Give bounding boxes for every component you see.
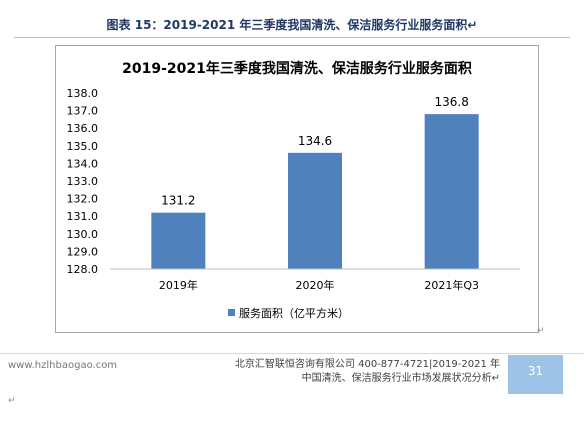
y-tick-label: 137.0 <box>67 105 99 118</box>
chart-title: 2019-2021年三季度我国清洗、保洁服务行业服务面积 <box>122 61 472 77</box>
data-label: 136.8 <box>434 95 468 109</box>
bar <box>151 212 206 269</box>
footer-rule <box>0 353 584 354</box>
paragraph-mark: ↵ <box>537 326 545 336</box>
bars <box>151 114 479 270</box>
y-tick-label: 128.0 <box>67 263 99 276</box>
bar <box>288 152 342 269</box>
x-tick-label: 2019年 <box>159 278 198 292</box>
y-tick-label: 138.0 <box>67 87 99 100</box>
x-tick-label: 2020年 <box>296 278 335 292</box>
data-label: 134.6 <box>298 134 332 148</box>
page-number: 31 <box>527 364 544 378</box>
footer-company-line: 北京汇智联恒咨询有限公司 400-877-4721|2019-2021 年 <box>234 359 500 370</box>
y-tick-label: 131.0 <box>67 210 99 223</box>
y-tick-label: 135.0 <box>67 140 99 153</box>
legend-swatch <box>228 309 235 316</box>
x-tick-label: 2021年Q3 <box>424 278 479 292</box>
footer-company: 北京汇智联恒咨询有限公司 400-877-4721|2019-2021 年 中国… <box>180 358 500 386</box>
bar-chart: 128.0 129.0 130.0 131.0 132.0 133.0 134.0 135.0… <box>67 87 520 320</box>
y-tick-label: 134.0 <box>67 157 99 170</box>
y-axis-ticks: 128.0 129.0 130.0 131.0 132.0 133.0 134.0 135.0… <box>67 87 99 276</box>
paragraph-mark-bottom: ↵ <box>8 396 16 406</box>
y-tick-label: 129.0 <box>67 245 99 258</box>
y-tick-label: 130.0 <box>67 228 99 241</box>
legend-label: 服务面积（亿平方米） <box>239 306 349 320</box>
footer-website[interactable]: www.hzlhbaogao.com <box>8 360 118 371</box>
data-label: 131.2 <box>161 194 195 208</box>
y-tick-label: 133.0 <box>67 175 99 188</box>
caption-rule <box>14 37 570 38</box>
y-tick-label: 136.0 <box>67 122 99 135</box>
x-axis-ticks: 2019年 2020年 2021年Q3 <box>159 278 479 292</box>
y-tick-label: 132.0 <box>67 193 99 206</box>
bar <box>424 114 479 270</box>
figure-caption: 图表 15：2019-2021 年三季度我国清洗、保洁服务行业服务面积↵ <box>106 18 478 32</box>
legend: 服务面积（亿平方米） <box>228 306 349 320</box>
footer-report-line: 中国清洗、保洁服务行业市场发展状况分析↵ <box>301 373 500 384</box>
page-number-box: 31 <box>508 355 563 394</box>
data-labels: 131.2 134.6 136.8 <box>161 95 469 208</box>
chart-frame: 2019-2021年三季度我国清洗、保洁服务行业服务面积 128.0 129.0 1… <box>55 45 539 333</box>
